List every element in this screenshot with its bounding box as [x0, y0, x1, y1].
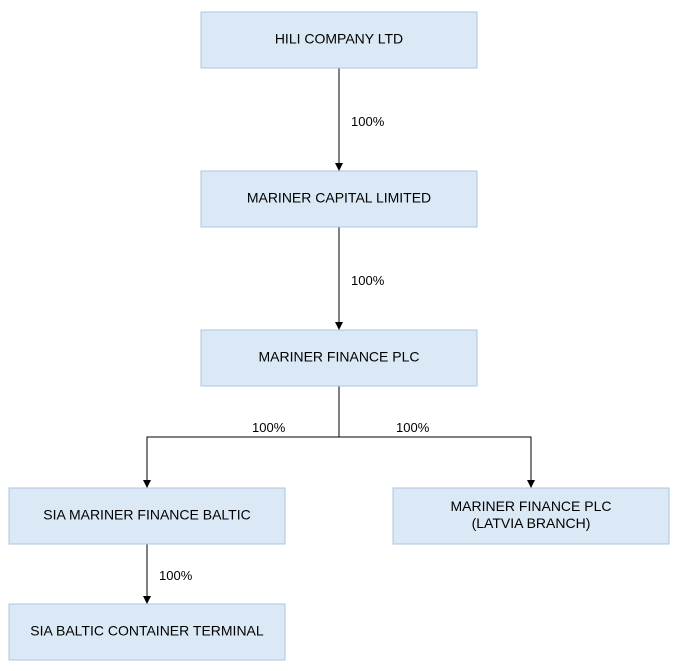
- edge-label: 100%: [351, 273, 385, 288]
- node-mfpl: MARINER FINANCE PLC(LATVIA BRANCH): [393, 488, 669, 544]
- node-hili: HILI COMPANY LTD: [201, 12, 477, 68]
- node-label: MARINER FINANCE PLC: [450, 498, 611, 514]
- node-mcl: MARINER CAPITAL LIMITED: [201, 171, 477, 227]
- node-label: MARINER FINANCE PLC: [258, 349, 419, 365]
- org-chart: 100% 100% 100% 100% 100% HILI COMPANY LTD MARI…: [0, 0, 682, 671]
- edge-label: 100%: [396, 420, 430, 435]
- edge-label: 100%: [351, 114, 385, 129]
- node-label: MARINER CAPITAL LIMITED: [247, 190, 431, 206]
- edge-mfp-mfpl: [339, 386, 531, 488]
- arrowhead-icon: [335, 163, 343, 171]
- node-smfb: SIA MARINER FINANCE BALTIC: [9, 488, 285, 544]
- arrowhead-icon: [335, 322, 343, 330]
- edge-mfp-smfb: [147, 386, 339, 488]
- node-sbct: SIA BALTIC CONTAINER TERMINAL: [9, 604, 285, 660]
- node-label: SIA MARINER FINANCE BALTIC: [43, 507, 250, 523]
- arrowhead-icon: [143, 596, 151, 604]
- arrowhead-icon: [143, 480, 151, 488]
- edge-label: 100%: [252, 420, 286, 435]
- node-label: SIA BALTIC CONTAINER TERMINAL: [30, 623, 264, 639]
- node-label: (LATVIA BRANCH): [472, 515, 591, 531]
- edge-label: 100%: [159, 568, 193, 583]
- node-label: HILI COMPANY LTD: [275, 31, 403, 47]
- arrowhead-icon: [527, 480, 535, 488]
- node-mfp: MARINER FINANCE PLC: [201, 330, 477, 386]
